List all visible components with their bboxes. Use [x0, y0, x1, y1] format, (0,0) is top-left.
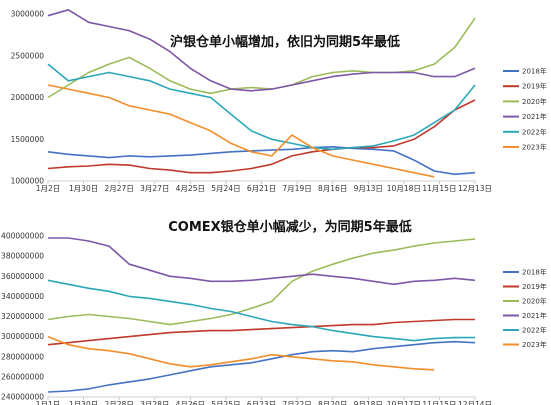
- legend-label: 2021年: [522, 112, 547, 121]
- legend-label: 2019年: [522, 82, 547, 91]
- legend-label: 2019年: [522, 282, 547, 291]
- chart-top: 沪银仓单小幅增加，依旧为同期5年最低 1000000 1500000 2000000…: [11, 9, 547, 193]
- y-tick-label: 380000000: [1, 252, 44, 261]
- x-tick-label: 11月15日: [422, 184, 456, 193]
- chart-top-y-axis: 1000000 1500000 2000000 2500000 3000000: [11, 10, 45, 186]
- series-line-2021年: [48, 237, 476, 286]
- y-tick-label: 1000000: [11, 177, 45, 186]
- legend-label: 2023年: [522, 143, 547, 152]
- series-line-2020年: [47, 238, 476, 326]
- x-tick-label: 1月30日: [69, 184, 98, 193]
- y-tick-label: 340000000: [1, 292, 44, 301]
- x-tick-label: 1月2日: [36, 184, 61, 193]
- x-tick-label: 1月30日: [69, 400, 98, 405]
- legend-label: 2018年: [522, 67, 547, 76]
- y-tick-label: 2000000: [11, 93, 45, 102]
- y-tick-label: 2500000: [11, 51, 45, 60]
- x-tick-label: 4月26日: [176, 400, 205, 405]
- x-tick-label: 3月27日: [140, 184, 169, 193]
- series-line-2019年: [47, 99, 476, 174]
- x-tick-label: 2月28日: [105, 400, 134, 405]
- series-line-2021年: [47, 9, 476, 92]
- legend-label: 2020年: [522, 297, 547, 306]
- x-tick-label: 1月1日: [36, 400, 61, 405]
- series-line-2023年: [47, 84, 435, 178]
- chart-bottom-x-axis: 1月1日 1月30日 2月28日 3月28日 4月26日 5月25日 6月23日 7月22日 8…: [36, 396, 492, 405]
- chart-bottom-y-axis: 240000000 260000000 280000000 300000000 3200…: [1, 232, 44, 402]
- x-tick-label: 10月18日: [387, 184, 421, 193]
- x-tick-label: 5月25日: [211, 400, 240, 405]
- y-tick-label: 280000000: [1, 352, 44, 361]
- legend-label: 2018年: [522, 268, 547, 277]
- series-line-2022年: [47, 63, 476, 151]
- legend-label: 2022年: [522, 326, 547, 335]
- series-line-2022年: [47, 279, 475, 342]
- x-tick-label: 7月22日: [282, 400, 311, 405]
- x-tick-label: 8月20日: [318, 400, 347, 405]
- x-tick-label: 4月25日: [176, 184, 205, 193]
- legend-label: 2022年: [522, 127, 547, 136]
- x-tick-label: 2月27日: [105, 184, 134, 193]
- chart-bottom: COMEX银仓单小幅减少，为同期5年最低 2400000002600000002…: [1, 219, 547, 405]
- chart-top-title: 沪银仓单小幅增加，依旧为同期5年最低: [170, 34, 400, 50]
- y-tick-label: 400000000: [1, 232, 44, 241]
- legend-label: 2021年: [522, 311, 547, 320]
- series-line-2018年: [47, 146, 476, 176]
- x-tick-label: 7月19日: [282, 184, 311, 193]
- chart-top-series: [47, 9, 476, 178]
- series-line-2023年: [47, 335, 435, 371]
- chart-top-x-axis: 1月2日 1月30日 2月27日 3月27日 4月25日 5月24日 6月21日 7月19日 8…: [36, 180, 492, 193]
- x-tick-label: 6月21日: [247, 184, 276, 193]
- y-tick-label: 3000000: [11, 10, 45, 19]
- y-tick-label: 240000000: [1, 393, 44, 402]
- legend-label: 2020年: [522, 97, 547, 106]
- x-tick-label: 12月13日: [458, 184, 492, 193]
- x-tick-label: 9月13日: [354, 184, 383, 193]
- chart-bottom-title: COMEX银仓单小幅减少，为同期5年最低: [168, 219, 411, 235]
- x-tick-label: 11月15日: [422, 400, 456, 405]
- y-tick-label: 1500000: [11, 135, 45, 144]
- x-tick-label: 9月18日: [354, 400, 383, 405]
- chart-top-legend: 2018年 2019年 2020年 2021年 2022年 2023年: [503, 67, 547, 152]
- x-tick-label: 6月23日: [247, 400, 276, 405]
- legend-label: 2023年: [522, 340, 547, 349]
- y-tick-label: 300000000: [1, 332, 44, 341]
- series-line-2019年: [47, 318, 475, 346]
- x-tick-label: 3月28日: [140, 400, 169, 405]
- x-tick-label: 8月16日: [318, 184, 347, 193]
- series-line-2018年: [47, 340, 476, 393]
- chart-bottom-series: [47, 237, 476, 393]
- y-tick-label: 360000000: [1, 272, 44, 281]
- y-tick-label: 320000000: [1, 312, 44, 321]
- chart-bottom-legend: 2018年 2019年 2020年 2021年 2022年 2023年: [503, 268, 547, 349]
- x-tick-label: 5月24日: [211, 184, 240, 193]
- x-tick-label: 10月17日: [387, 400, 421, 405]
- x-tick-label: 12月14日: [458, 400, 492, 405]
- series-line-2020年: [47, 17, 476, 99]
- y-tick-label: 260000000: [1, 372, 44, 381]
